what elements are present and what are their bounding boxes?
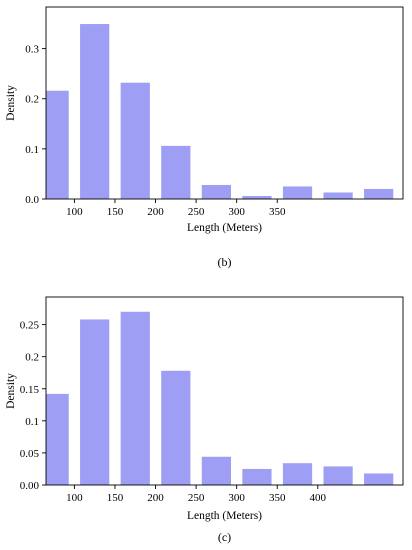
- bar-8: [364, 188, 394, 199]
- chart-panel-c: 100 150 200 250 300 350 400 0.00 0.05 0.1 0.15 0.2 0…: [5, 296, 404, 544]
- bar-3: [161, 145, 191, 199]
- y-tick-label: 0.0: [25, 194, 39, 206]
- bar-group: [46, 24, 394, 199]
- x-tick-label: 150: [107, 492, 124, 504]
- x-tick-label: 300: [228, 206, 245, 218]
- bar-0: [46, 90, 69, 199]
- y-tick-label: 0.15: [20, 384, 40, 396]
- x-tick-label: 150: [107, 206, 124, 218]
- bar-1: [80, 24, 110, 199]
- x-tick-label: 200: [147, 206, 164, 218]
- y-tick-label: 0.3: [25, 44, 39, 56]
- bar-7: [323, 192, 353, 199]
- x-axis-title: Length (Meters): [187, 222, 262, 234]
- x-tick-label: 400: [310, 492, 327, 504]
- y-tick-label: 0.1: [25, 144, 39, 156]
- y-tick-label: 0.2: [25, 94, 39, 106]
- bar-0: [46, 393, 69, 485]
- x-tick-label: 200: [147, 492, 164, 504]
- panel-label: (b): [218, 255, 232, 269]
- bar-6: [282, 463, 313, 485]
- x-axis-title: Length (Meters): [187, 510, 262, 522]
- bar-5: [242, 468, 272, 485]
- y-tick-label: 0.05: [20, 448, 40, 460]
- y-tick-label: 0.00: [20, 480, 40, 492]
- x-tick-label: 100: [66, 206, 83, 218]
- x-tick-label: 350: [269, 492, 286, 504]
- y-tick-label: 0.1: [25, 416, 39, 428]
- bar-2: [120, 82, 150, 199]
- panel-label: (c): [218, 530, 231, 544]
- x-tick-label: 100: [66, 492, 83, 504]
- y-tick-label: 0.2: [25, 352, 39, 364]
- x-tick-label: 300: [228, 492, 245, 504]
- bar-5: [242, 195, 272, 199]
- plot-frame: [45, 6, 404, 200]
- y-axis-title: Density: [5, 373, 17, 409]
- bar-group: [46, 311, 394, 485]
- bar-4: [201, 184, 231, 199]
- plot-frame: [45, 296, 404, 486]
- chart-panel-b: 100 150 200 250 300 350 0.0 0.1 0.2 0.3 Length (Me…: [5, 6, 404, 269]
- bar-1: [80, 319, 110, 485]
- bar-2: [120, 311, 150, 485]
- y-axis-title: Density: [5, 85, 17, 121]
- x-tick-label: 250: [188, 206, 205, 218]
- bar-8: [364, 473, 394, 485]
- x-tick-label: 350: [269, 206, 286, 218]
- bar-3: [161, 370, 191, 485]
- x-tick-label: 250: [188, 492, 205, 504]
- bar-4: [201, 456, 231, 485]
- y-tick-label: 0.25: [20, 320, 40, 332]
- bar-6: [282, 186, 313, 199]
- bar-7: [323, 466, 353, 485]
